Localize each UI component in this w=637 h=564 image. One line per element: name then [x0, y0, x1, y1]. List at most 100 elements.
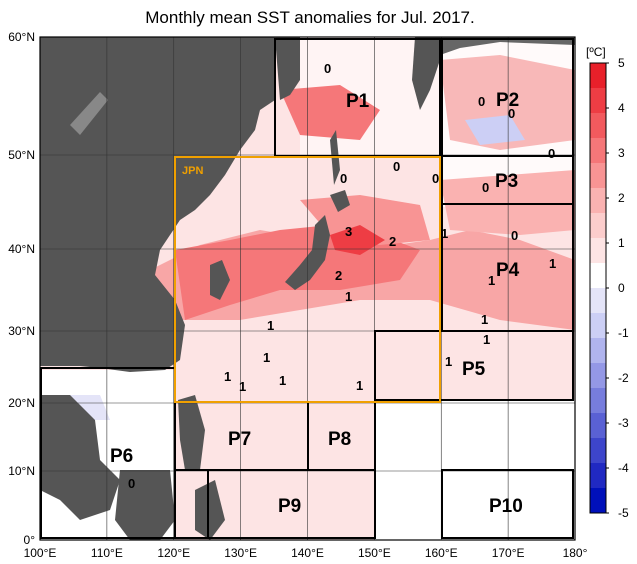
contour-label: 1	[549, 256, 556, 271]
latitude-label: 60°N	[8, 30, 35, 44]
warm-hotspot	[330, 225, 385, 255]
kamchatka-land	[412, 37, 440, 110]
region-boxes	[40, 38, 574, 539]
latitude-label: 0°	[24, 533, 36, 547]
colorbar-swatch	[590, 63, 606, 89]
region-label-p5: P5	[462, 359, 486, 380]
korea-peninsula	[210, 260, 230, 300]
cool-p2	[465, 115, 525, 145]
longitude-label: 100°E	[24, 546, 57, 560]
philippines	[178, 395, 205, 470]
contour-label: 0	[340, 171, 347, 186]
colorbar-swatch	[590, 413, 606, 439]
contour-label: 0	[324, 61, 331, 76]
contour-label: 0	[393, 159, 400, 174]
longitude-label: 120°E	[157, 546, 190, 560]
kamchatka-west-land	[275, 37, 300, 100]
contour-label: 1	[345, 289, 352, 304]
borneo	[115, 470, 175, 540]
contour-label: 1	[267, 318, 274, 333]
contour-label: 1	[483, 332, 490, 347]
colorbar-swatch	[590, 463, 606, 489]
jpn-box	[174, 156, 441, 403]
region-label-p1: P1	[346, 91, 370, 112]
colorbar-tick-label: 3	[618, 146, 625, 160]
contour-label: 2	[389, 234, 396, 249]
contour-label: 1	[263, 350, 270, 365]
contour-label: 1	[445, 354, 452, 369]
colorbar-swatch	[590, 288, 606, 314]
japan-hokkaido	[330, 190, 350, 212]
contour-label: 2	[335, 268, 342, 283]
colorbar-swatch	[590, 263, 606, 289]
contour-labels: 0 0 0 0 0 0 0 0 0 0 3 2 1 1 1 1 1 1 1 1 …	[128, 61, 556, 491]
contour-label: 0	[548, 146, 555, 161]
colorbar-swatch	[590, 488, 606, 514]
contour-label: 0	[511, 228, 518, 243]
contour-label: 1	[224, 369, 231, 384]
sulawesi	[195, 480, 225, 540]
japan-honshu	[285, 215, 330, 290]
warm-okhotsk	[280, 85, 380, 140]
colorbar-tick-label: -3	[618, 416, 629, 430]
colorbar-tick-label: 5	[618, 56, 625, 70]
warm-north-japan	[300, 195, 430, 245]
longitude-labels: 100°E 110°E 120°E 130°E 140°E 150°E 160°E 170°E…	[24, 546, 588, 560]
contour-label: 1	[356, 378, 363, 393]
latitude-label: 20°N	[8, 396, 35, 410]
map-title: Monthly mean SST anomalies for Jul. 2017…	[145, 8, 475, 27]
colorbar-tick-label: -5	[618, 506, 629, 520]
colorbar-tick-label: -1	[618, 326, 629, 340]
contour-label: 0	[432, 171, 439, 186]
colorbar-swatch	[590, 338, 606, 364]
contour-label: 3	[345, 224, 352, 239]
longitude-label: 170°E	[492, 546, 525, 560]
colorbar-swatch	[590, 313, 606, 339]
colorbar-swatch	[590, 238, 606, 264]
map-frame	[39, 36, 576, 541]
region-label-p4: P4	[496, 260, 520, 281]
region-label-p10: P10	[489, 496, 523, 517]
longitude-label: 160°E	[425, 546, 458, 560]
longitude-label: 140°E	[291, 546, 324, 560]
longitude-label: 180°	[563, 546, 588, 560]
colorbar-tick-label: 1	[618, 236, 625, 250]
colorbar-tick-label: 0	[618, 281, 625, 295]
longitude-label: 110°E	[91, 546, 123, 560]
colorbar-swatch	[590, 363, 606, 389]
colorbar-swatch	[590, 138, 606, 164]
jpn-label: JPN	[182, 165, 203, 177]
region-label-p6: P6	[110, 446, 133, 467]
contour-label: 0	[482, 180, 489, 195]
colorbar-tick-label: 4	[618, 101, 625, 115]
latitude-label: 50°N	[8, 148, 35, 162]
latitude-label: 40°N	[8, 242, 35, 256]
colorbar-swatch	[590, 188, 606, 214]
colorbar-tick-label: -4	[618, 461, 629, 475]
latitude-labels: 60°N 50°N 40°N 30°N 20°N 10°N 0°	[8, 30, 35, 547]
longitude-label: 130°E	[224, 546, 257, 560]
region-label-p7: P7	[228, 429, 251, 450]
contour-label: 1	[441, 226, 448, 241]
lake-baikal	[70, 92, 108, 135]
region-label-p2: P2	[496, 90, 519, 111]
contour-label: 0	[478, 94, 485, 109]
latitude-label: 30°N	[8, 324, 35, 338]
box-p5	[374, 330, 574, 401]
colorbar-swatch	[590, 213, 606, 239]
colorbar-tick-label: 2	[618, 191, 625, 205]
region-label-p8: P8	[328, 429, 351, 450]
region-label-p9: P9	[278, 496, 301, 517]
colorbar-swatch	[590, 163, 606, 189]
alaska-land	[440, 37, 575, 55]
contour-label: 0	[128, 476, 135, 491]
colorbar: 5 4 3 2 1 0 -1 -2 -3 -4 -5	[589, 56, 629, 520]
warm-p3-p4	[440, 170, 575, 235]
latitude-label: 10°N	[8, 464, 35, 478]
contour-label: 1	[488, 273, 495, 288]
contour-label: 0	[508, 106, 515, 121]
box-p9-west	[174, 469, 209, 539]
contour-label: 1	[279, 373, 286, 388]
box-p10	[441, 469, 574, 539]
